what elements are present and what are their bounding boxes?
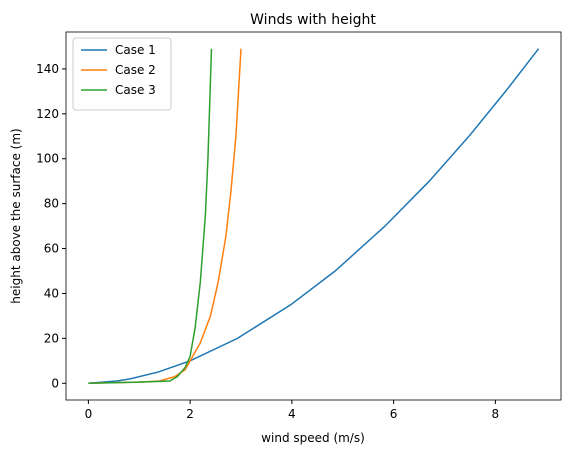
chart-title: Winds with height [250,12,376,28]
x-tick-label: 0 [85,407,93,421]
y-tick-label: 120 [36,107,59,121]
x-tick-label: 2 [186,407,194,421]
legend-label: Case 1 [115,43,156,57]
legend-label: Case 3 [115,83,156,97]
x-tick-label: 8 [492,407,500,421]
y-tick-label: 100 [36,152,59,166]
y-tick-label: 80 [44,197,59,211]
x-axis-label: wind speed (m/s) [261,431,365,445]
axes-frame [65,31,562,401]
y-tick-label: 0 [51,376,59,390]
legend-label: Case 2 [115,63,156,77]
line [88,48,540,385]
y-tick-label: 60 [44,242,59,256]
x-tick-label: 4 [288,407,296,421]
y-axis-label: height above the surface (m) [9,128,23,303]
x-tick-label: 6 [390,407,398,421]
legend-box [72,37,172,111]
line [88,48,213,385]
y-tick-label: 140 [36,62,59,76]
y-tick-label: 40 [44,286,59,300]
y-tick-label: 20 [44,331,59,345]
